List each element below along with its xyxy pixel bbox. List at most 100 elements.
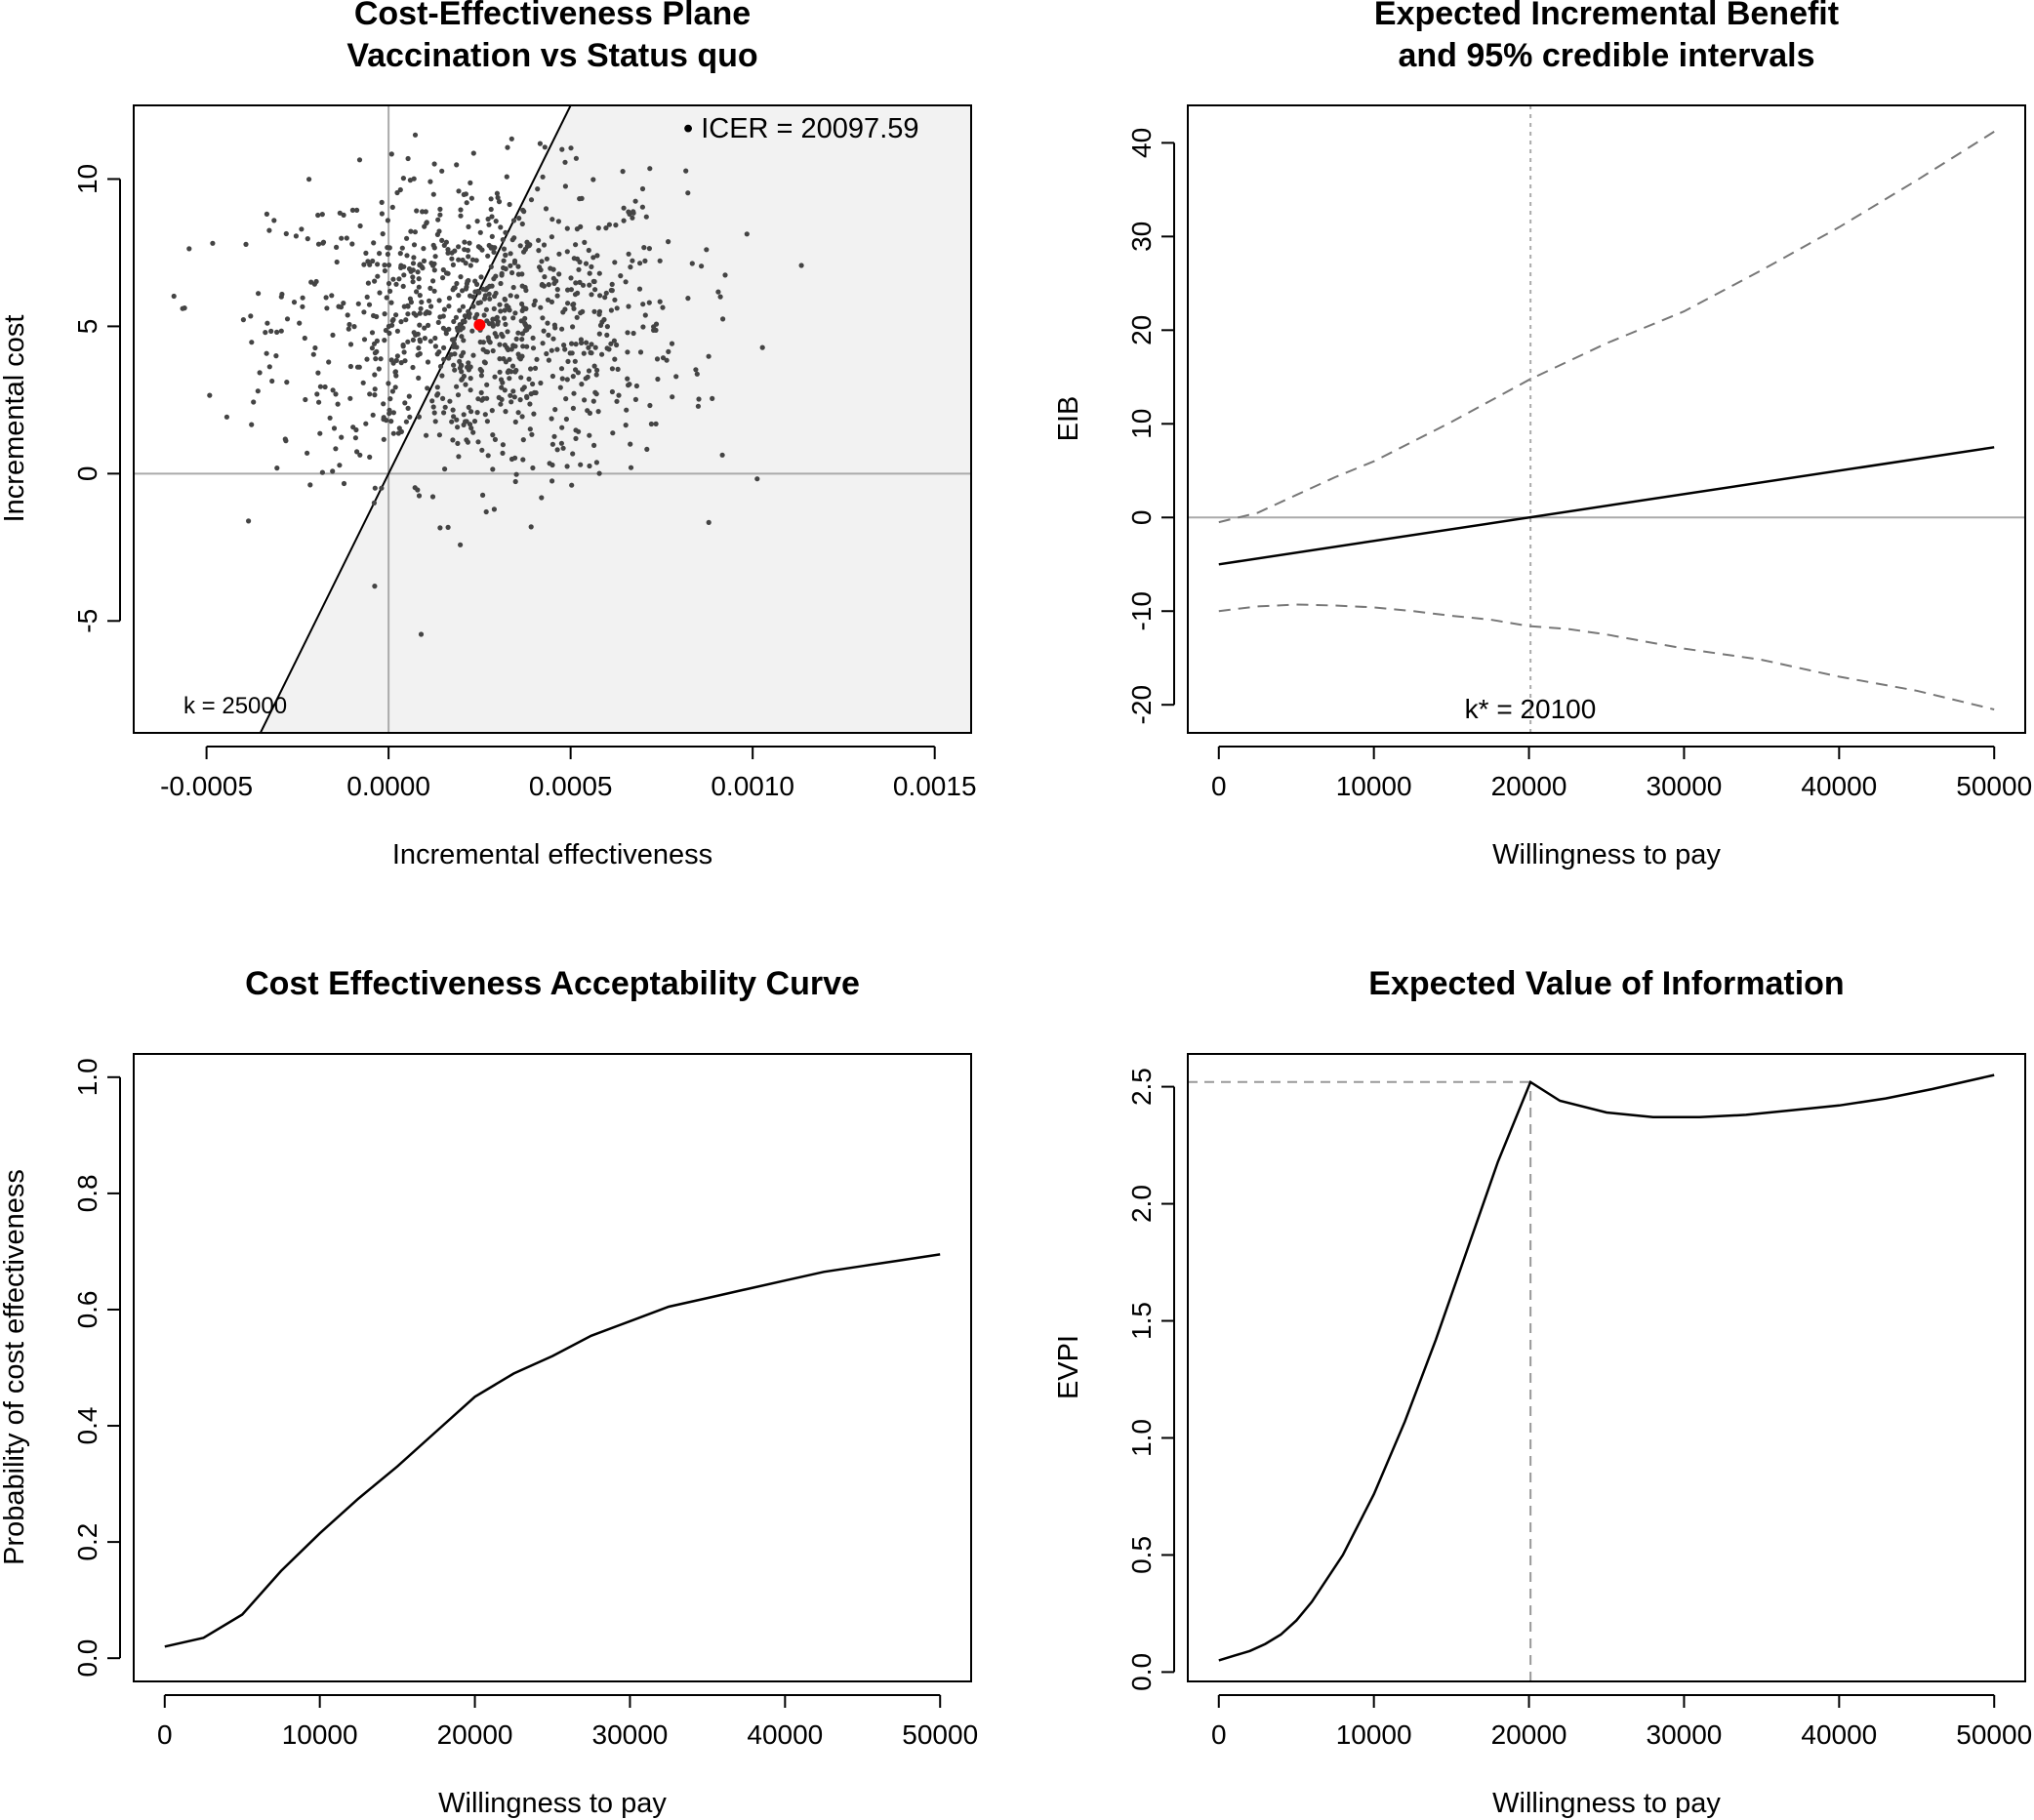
simulation-point xyxy=(505,369,510,375)
simulation-point xyxy=(503,409,508,415)
simulation-point xyxy=(544,350,549,357)
simulation-point xyxy=(360,380,366,385)
eib-frame xyxy=(1187,104,2026,734)
simulation-point xyxy=(596,270,602,276)
simulation-point xyxy=(364,294,370,300)
simulation-point xyxy=(426,322,431,328)
simulation-point xyxy=(378,356,384,362)
simulation-point xyxy=(512,419,518,425)
simulation-point xyxy=(474,410,480,416)
simulation-point xyxy=(640,302,646,307)
simulation-point xyxy=(451,318,457,325)
simulation-point xyxy=(302,335,307,342)
ceac-panel: Cost Effectiveness Acceptability Curve 0… xyxy=(0,965,978,1819)
ceac-line xyxy=(164,1253,941,1648)
simulation-point xyxy=(416,493,423,499)
simulation-point xyxy=(488,245,494,251)
y-tick-label: 20 xyxy=(1126,315,1157,345)
simulation-point xyxy=(475,244,481,250)
simulation-point xyxy=(570,374,576,380)
simulation-point xyxy=(339,434,345,440)
simulation-point xyxy=(657,258,663,263)
simulation-point xyxy=(346,321,352,328)
simulation-point xyxy=(517,356,524,362)
simulation-point xyxy=(347,363,353,370)
simulation-point xyxy=(266,227,272,233)
eib-upper-ci-line xyxy=(1218,131,1995,524)
wtp-threshold-line xyxy=(259,105,572,733)
simulation-point xyxy=(491,506,497,512)
simulation-point xyxy=(350,425,356,430)
simulation-point xyxy=(365,280,371,286)
simulation-point xyxy=(519,221,525,227)
simulation-point xyxy=(506,304,511,310)
simulation-point xyxy=(539,259,545,264)
simulation-point xyxy=(371,500,377,506)
simulation-point xyxy=(324,305,330,311)
simulation-point xyxy=(381,401,386,407)
simulation-point xyxy=(440,325,446,331)
simulation-point xyxy=(385,251,390,258)
simulation-point xyxy=(446,355,452,361)
simulation-point xyxy=(539,282,545,288)
simulation-point xyxy=(570,405,577,411)
y-tick-label: 30 xyxy=(1126,222,1157,252)
ceac-x-axis: 0 10000 20000 30000 40000 50000 xyxy=(157,1694,978,1750)
simulation-point xyxy=(498,224,504,230)
simulation-point xyxy=(468,263,473,268)
simulation-point xyxy=(478,368,485,374)
simulation-point xyxy=(576,428,582,434)
simulation-point xyxy=(432,254,438,260)
simulation-point xyxy=(333,391,339,397)
simulation-point xyxy=(515,351,521,357)
simulation-point xyxy=(427,179,433,184)
simulation-point xyxy=(186,246,192,252)
ce-plane-subtitle: Vaccination vs Status quo xyxy=(346,37,757,74)
simulation-point xyxy=(446,295,452,302)
simulation-point xyxy=(507,376,512,382)
simulation-point xyxy=(445,250,451,256)
simulation-point xyxy=(347,395,353,401)
simulation-point xyxy=(550,336,556,342)
simulation-point xyxy=(476,290,482,296)
simulation-point xyxy=(699,263,705,269)
simulation-point xyxy=(604,324,611,330)
simulation-point xyxy=(549,478,555,484)
simulation-point xyxy=(372,350,378,356)
simulation-point xyxy=(573,435,579,441)
simulation-point xyxy=(549,416,554,422)
simulation-point xyxy=(463,286,469,292)
simulation-point xyxy=(439,237,445,243)
simulation-point xyxy=(644,446,650,452)
simulation-point xyxy=(637,349,644,355)
simulation-point xyxy=(394,328,400,334)
simulation-point xyxy=(559,425,565,430)
simulation-point xyxy=(446,326,452,332)
simulation-point xyxy=(719,452,725,458)
simulation-point xyxy=(485,253,491,259)
simulation-point xyxy=(407,178,413,183)
simulation-point xyxy=(470,150,476,156)
simulation-point xyxy=(545,297,551,303)
simulation-point xyxy=(480,340,486,345)
simulation-point xyxy=(487,296,493,302)
simulation-point xyxy=(502,297,508,303)
simulation-point xyxy=(489,214,495,220)
simulation-point xyxy=(642,312,648,318)
x-tick-label: 10000 xyxy=(282,1719,358,1750)
simulation-point xyxy=(297,320,303,326)
simulation-point xyxy=(614,305,620,311)
simulation-point xyxy=(576,266,582,272)
simulation-point xyxy=(466,223,471,229)
simulation-point xyxy=(432,344,438,349)
simulation-point xyxy=(591,363,597,369)
simulation-point xyxy=(430,191,436,197)
simulation-point xyxy=(518,318,524,324)
simulation-point xyxy=(354,449,360,455)
simulation-point xyxy=(370,412,376,418)
simulation-point xyxy=(468,376,473,382)
simulation-point xyxy=(490,347,496,354)
simulation-point xyxy=(390,430,396,436)
simulation-point xyxy=(603,290,609,296)
simulation-point xyxy=(483,508,489,515)
